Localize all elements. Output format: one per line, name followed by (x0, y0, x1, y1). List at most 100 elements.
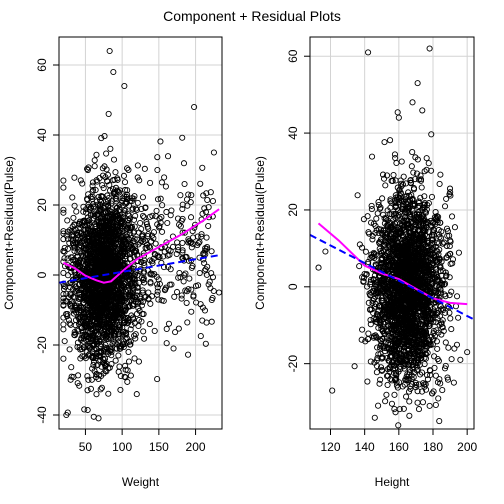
data-point (82, 250, 89, 257)
data-point (101, 310, 108, 317)
y-tick-label: -20 (35, 336, 49, 354)
data-point (127, 326, 134, 333)
data-point (129, 206, 136, 213)
data-point (419, 388, 426, 395)
data-point (112, 357, 119, 364)
data-point (392, 177, 399, 184)
data-point (406, 331, 414, 338)
data-point (160, 264, 168, 271)
data-point (93, 198, 100, 205)
data-point (92, 293, 99, 300)
data-point (403, 393, 410, 400)
data-point (175, 247, 182, 254)
data-point (97, 353, 104, 360)
data-point (121, 82, 128, 90)
data-point (151, 327, 158, 334)
data-point (179, 247, 186, 254)
data-point (82, 291, 89, 298)
data-point (117, 324, 124, 331)
data-point (451, 345, 458, 352)
data-point (132, 205, 139, 212)
data-point (134, 199, 141, 206)
data-point (179, 201, 186, 208)
data-point (189, 228, 196, 235)
data-point (386, 357, 393, 364)
data-point (378, 355, 385, 362)
data-point (147, 244, 154, 251)
data-point (137, 219, 144, 227)
data-point (388, 211, 395, 218)
data-point (367, 276, 374, 283)
data-point (426, 336, 433, 343)
data-point (207, 189, 214, 196)
data-point (186, 275, 193, 282)
data-point (84, 343, 91, 350)
data-point (188, 308, 195, 315)
data-point (73, 208, 80, 215)
data-point (422, 279, 429, 286)
data-point (82, 261, 89, 269)
data-point (162, 183, 169, 190)
data-point (373, 369, 380, 376)
data-point (415, 406, 423, 413)
data-point (105, 223, 112, 230)
data-point (415, 301, 422, 308)
data-point (440, 268, 447, 275)
data-point (90, 285, 97, 292)
data-point (387, 347, 394, 354)
data-point (98, 336, 105, 343)
data-point (382, 398, 389, 405)
data-point (116, 363, 123, 370)
data-point (419, 399, 427, 406)
data-point (61, 255, 68, 262)
data-point (443, 254, 450, 261)
data-point (158, 214, 165, 221)
data-point (105, 390, 112, 397)
x-tick-label: 50 (79, 440, 93, 454)
data-point (378, 338, 385, 345)
data-point (147, 238, 155, 245)
data-point (181, 180, 188, 188)
data-point (194, 233, 201, 240)
data-point (417, 266, 424, 273)
data-point (435, 307, 442, 314)
data-point (434, 345, 441, 352)
data-point (116, 314, 123, 322)
data-point (131, 193, 138, 200)
data-point (134, 300, 141, 307)
data-point (201, 260, 208, 267)
data-point (428, 167, 435, 174)
data-point (127, 372, 134, 379)
data-point (161, 287, 168, 294)
data-point (111, 306, 118, 313)
data-point (110, 313, 117, 320)
data-point (113, 223, 120, 230)
data-point (430, 226, 437, 233)
data-point (146, 321, 153, 328)
data-point (96, 372, 103, 379)
data-point (77, 177, 84, 184)
data-point (140, 276, 147, 283)
data-point (91, 346, 98, 353)
data-point (435, 395, 442, 402)
data-point (87, 212, 94, 219)
data-point (190, 292, 197, 299)
data-point (60, 285, 68, 293)
data-point (382, 182, 389, 189)
data-point (132, 335, 139, 342)
data-point (139, 289, 146, 296)
data-point (97, 386, 104, 393)
data-point (433, 338, 440, 345)
data-point (73, 306, 80, 313)
data-point (196, 269, 203, 277)
smooth-fit-line (62, 208, 220, 284)
data-point (414, 399, 421, 406)
data-point (158, 179, 165, 186)
data-point (143, 219, 150, 226)
data-point (379, 231, 386, 238)
data-point (121, 272, 128, 279)
data-point (446, 274, 453, 281)
data-point (373, 279, 380, 286)
data-point (85, 244, 92, 251)
data-point (397, 304, 404, 311)
